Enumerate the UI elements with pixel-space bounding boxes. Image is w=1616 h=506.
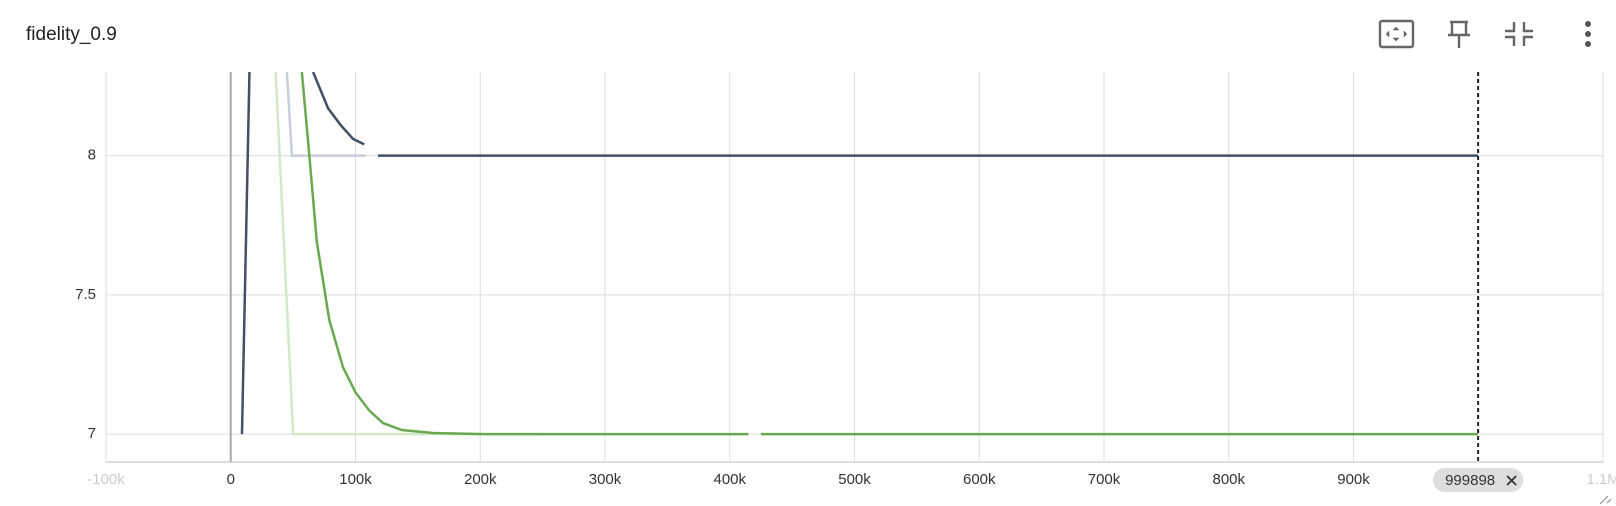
- collapse-button[interactable]: [1505, 22, 1533, 46]
- series-line: [240, 72, 251, 435]
- y-tick-label: 7.5: [75, 286, 96, 303]
- chip-close-icon: [1506, 475, 1517, 486]
- series-line: [311, 72, 365, 146]
- x-tick-label: 500k: [838, 471, 871, 488]
- x-tick-label: -100k: [87, 471, 125, 488]
- step-marker-label: 999898: [1445, 472, 1495, 489]
- x-tick-label: 600k: [963, 471, 996, 488]
- x-tick-label: 300k: [589, 471, 622, 488]
- toolbar: [1378, 19, 1591, 49]
- pin-button[interactable]: [1448, 20, 1470, 48]
- y-tick-label: 8: [88, 147, 96, 164]
- x-tick-label: 100k: [339, 471, 372, 488]
- x-tick-label: 1.1M: [1586, 471, 1616, 488]
- x-tick-label: 0: [227, 471, 235, 488]
- series-line: [285, 72, 366, 157]
- plot-lines: [240, 72, 1479, 436]
- resize-handle[interactable]: [1599, 495, 1612, 505]
- x-tick-label: 800k: [1212, 471, 1245, 488]
- chart-title: fidelity_0.9: [26, 24, 117, 45]
- x-tick-label: 700k: [1088, 471, 1121, 488]
- x-tick-label: 400k: [713, 471, 746, 488]
- fit-domain-button[interactable]: [1378, 19, 1415, 49]
- x-tick-label: 900k: [1337, 471, 1370, 488]
- step-marker-chip[interactable]: 999898: [1433, 468, 1524, 492]
- series-line: [274, 72, 543, 436]
- chip-background: [1433, 468, 1524, 492]
- series-line: [300, 72, 749, 436]
- x-tick-label: 200k: [464, 471, 497, 488]
- y-tick-label: 7: [88, 425, 96, 442]
- more-button[interactable]: [1585, 21, 1591, 47]
